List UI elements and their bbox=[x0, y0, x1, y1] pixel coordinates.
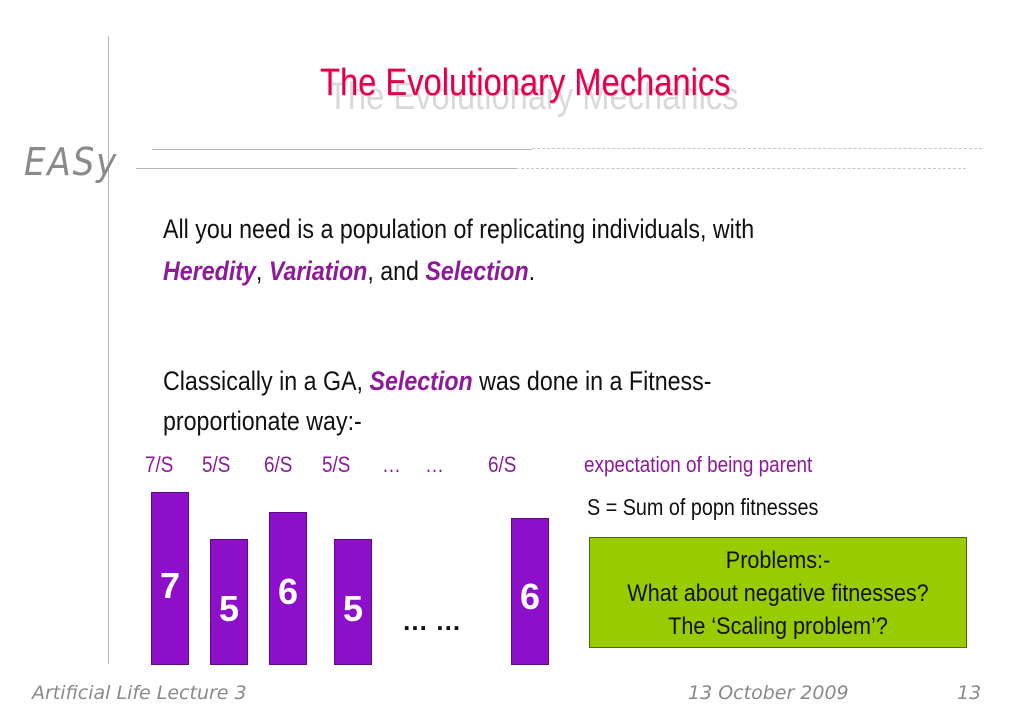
expectation-label: 6/S bbox=[264, 452, 293, 477]
fitness-bar-label: 7 bbox=[159, 565, 181, 606]
term-heredity: Heredity bbox=[163, 256, 256, 286]
header-rule bbox=[152, 149, 532, 150]
header-rule-dashed bbox=[532, 148, 982, 149]
header-rule bbox=[136, 168, 516, 169]
paragraph-1-line-2: Heredity, Variation, and Selection. bbox=[163, 256, 536, 286]
problems-title: Problems:- bbox=[725, 547, 831, 574]
footer-lecture: Artificial Life Lecture 3 bbox=[32, 682, 247, 704]
expectation-label: 5/S bbox=[202, 452, 231, 477]
easy-logo: EASy bbox=[24, 140, 119, 184]
fitness-bar-label: 5 bbox=[218, 588, 240, 629]
footer-page-number: 13 bbox=[957, 682, 982, 704]
term-selection: Selection bbox=[425, 256, 529, 286]
problems-line-2: The ‘Scaling problem’? bbox=[668, 613, 888, 640]
term-variation: Variation bbox=[268, 256, 368, 286]
expectation-label: … bbox=[382, 452, 401, 477]
fitness-bar: 7 bbox=[151, 492, 189, 665]
sum-caption: S = Sum of popn fitnesses bbox=[587, 494, 819, 520]
fitness-bar-label: 6 bbox=[277, 571, 299, 612]
expectation-label: 5/S bbox=[322, 452, 351, 477]
problems-line-1: What about negative fitnesses? bbox=[627, 580, 929, 607]
paragraph-1-line-1: All you need is a population of replicat… bbox=[163, 214, 755, 244]
fitness-bar-label: 6 bbox=[519, 576, 541, 617]
fitness-bar: 6 bbox=[511, 518, 549, 665]
fitness-bar: 5 bbox=[210, 539, 248, 665]
expectation-label: 7/S bbox=[145, 452, 174, 477]
problems-box: Problems:- What about negative fitnesses… bbox=[589, 537, 967, 648]
paragraph-2-line-1: Classically in a GA, Selection was done … bbox=[163, 366, 712, 396]
header-rule-dashed bbox=[516, 168, 966, 169]
vertical-divider bbox=[108, 36, 109, 664]
expectation-label: 6/S bbox=[488, 452, 517, 477]
slide-title-shadow: The Evolutionary Mechanics bbox=[328, 76, 739, 118]
expectation-caption: expectation of being parent bbox=[584, 452, 813, 477]
bars-ellipsis: … … bbox=[402, 606, 462, 636]
term-selection: Selection bbox=[369, 366, 473, 396]
paragraph-2-line-2: proportionate way:- bbox=[163, 406, 362, 436]
fitness-bar-label: 5 bbox=[342, 588, 364, 629]
fitness-bar: 5 bbox=[334, 539, 372, 665]
fitness-bar: 6 bbox=[269, 512, 307, 665]
slide-title: The Evolutionary Mechanics bbox=[320, 62, 731, 104]
footer-date: 13 October 2009 bbox=[688, 682, 849, 704]
slide-title-block: The Evolutionary Mechanics The Evolution… bbox=[320, 62, 820, 122]
expectation-label: … bbox=[425, 452, 444, 477]
